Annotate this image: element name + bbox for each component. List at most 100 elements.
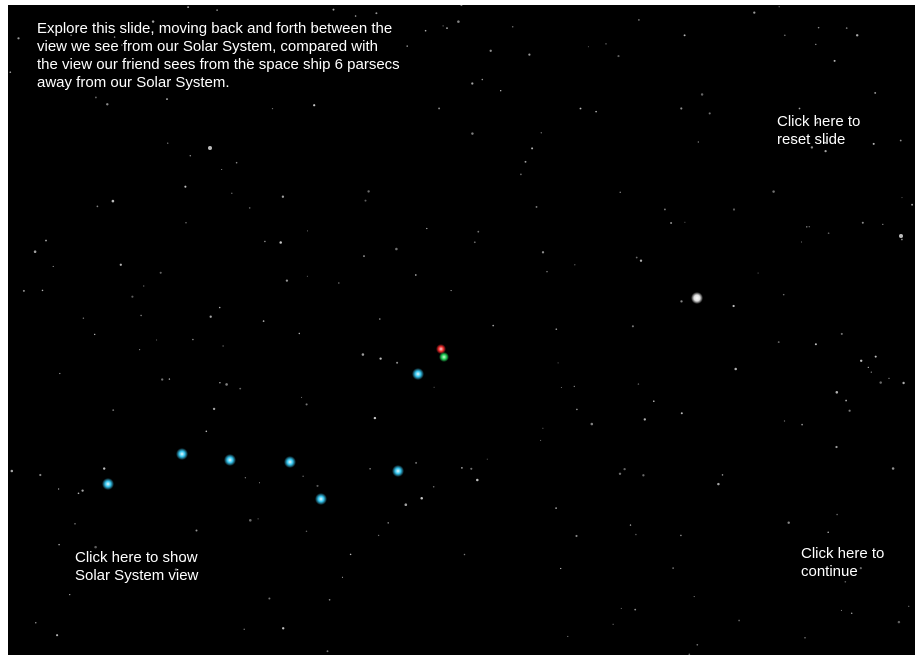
- star: [425, 30, 427, 32]
- star: [438, 107, 440, 109]
- star: [799, 108, 801, 110]
- star: [222, 345, 223, 346]
- star: [53, 266, 54, 267]
- star: [709, 112, 711, 114]
- star: [139, 349, 140, 350]
- star: [433, 486, 435, 488]
- star: [541, 132, 542, 133]
- star: [231, 193, 232, 194]
- star: [161, 378, 163, 380]
- star: [160, 272, 162, 274]
- star: [45, 240, 47, 242]
- star: [379, 357, 381, 359]
- star: [471, 132, 473, 134]
- star: [219, 307, 221, 309]
- star: [868, 367, 869, 368]
- star: [623, 468, 625, 470]
- star: [42, 290, 44, 292]
- star: [856, 34, 858, 36]
- star: [369, 468, 371, 470]
- star: [684, 222, 685, 223]
- page: {"intro": "Explore this slide, moving ba…: [0, 0, 919, 662]
- star: [307, 276, 308, 277]
- star: [420, 497, 423, 500]
- star: [474, 241, 476, 243]
- star: [536, 206, 538, 208]
- star: [457, 20, 460, 23]
- star: [753, 11, 755, 13]
- star: [268, 597, 270, 599]
- star: [734, 368, 737, 371]
- star: [378, 535, 379, 536]
- star: [531, 147, 533, 149]
- star: [143, 285, 144, 286]
- solar-view-button[interactable]: Click here to show Solar System view: [75, 549, 235, 585]
- star: [898, 621, 900, 623]
- star: [717, 483, 719, 485]
- star: [845, 581, 847, 583]
- star: [680, 107, 682, 109]
- star: [827, 531, 829, 533]
- star: [806, 226, 807, 227]
- star: [722, 474, 724, 476]
- continue-button[interactable]: Click here to continue: [801, 545, 906, 581]
- star: [415, 274, 417, 276]
- star: [451, 290, 452, 291]
- star: [634, 609, 636, 611]
- star: [558, 362, 559, 363]
- star: [560, 568, 561, 569]
- star: [591, 423, 594, 426]
- star: [263, 320, 265, 322]
- star: [355, 15, 357, 17]
- star: [619, 473, 621, 475]
- star: [9, 71, 11, 73]
- star: [216, 9, 218, 11]
- star: [875, 356, 877, 358]
- star: [809, 226, 810, 227]
- star: [860, 360, 862, 362]
- star: [279, 241, 282, 244]
- star: [405, 503, 408, 506]
- star: [638, 19, 640, 21]
- star: [35, 622, 36, 623]
- star: [471, 82, 473, 84]
- star: [375, 12, 377, 14]
- star: [888, 378, 889, 379]
- blue-star: [315, 493, 327, 505]
- star: [195, 529, 197, 531]
- blue-star: [224, 454, 236, 466]
- star: [221, 169, 222, 170]
- star: [490, 50, 492, 52]
- star: [239, 388, 241, 390]
- star: [313, 104, 315, 106]
- star: [112, 200, 115, 203]
- star: [845, 400, 847, 402]
- star: [787, 521, 789, 523]
- star: [575, 535, 577, 537]
- star: [225, 383, 228, 386]
- star: [282, 196, 284, 198]
- star: [387, 522, 388, 523]
- blue-star: [176, 448, 188, 460]
- star: [249, 519, 252, 522]
- star: [59, 373, 60, 374]
- star: [97, 206, 99, 208]
- star: [17, 37, 19, 39]
- star: [644, 418, 646, 420]
- star: [264, 241, 265, 242]
- star: [58, 544, 60, 546]
- star: [574, 264, 575, 265]
- star: [758, 273, 759, 274]
- star: [580, 108, 582, 110]
- star: [258, 518, 259, 519]
- star: [103, 467, 105, 469]
- star: [316, 485, 318, 487]
- star: [219, 382, 220, 383]
- star: [363, 255, 365, 257]
- star: [338, 282, 340, 284]
- star: [395, 248, 398, 251]
- star: [696, 644, 698, 646]
- star: [779, 6, 780, 7]
- reset-button[interactable]: Click here to reset slide: [777, 113, 882, 149]
- star: [112, 409, 114, 411]
